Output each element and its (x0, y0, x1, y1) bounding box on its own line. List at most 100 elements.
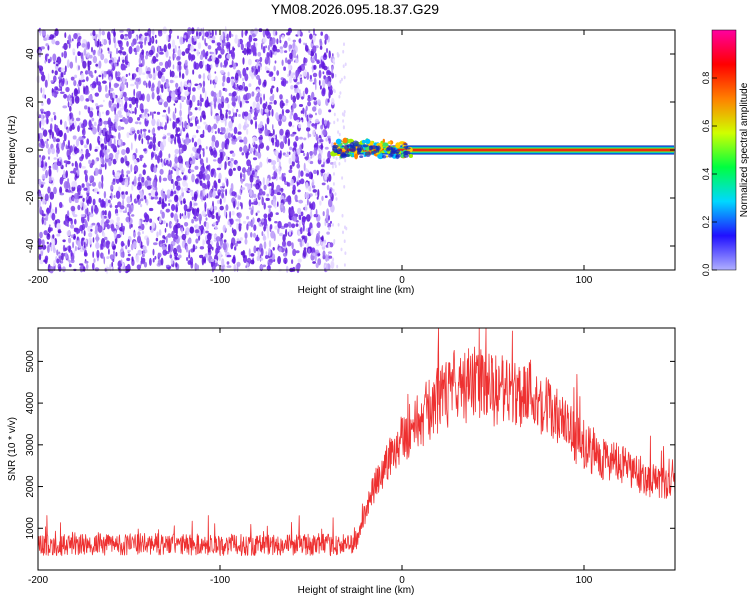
noise-speckle (205, 221, 210, 230)
noise-speckle (39, 154, 41, 158)
noise-speckle (196, 119, 199, 124)
noise-speckle (253, 232, 256, 238)
noise-speckle (231, 96, 236, 103)
noise-speckle (83, 48, 87, 56)
noise-speckle (78, 110, 81, 116)
noise-speckle (300, 110, 303, 114)
noise-speckle (234, 37, 239, 44)
noise-speckle (79, 201, 83, 208)
noise-speckle (257, 151, 262, 159)
noise-speckle (56, 233, 61, 237)
noise-speckle (309, 33, 313, 40)
noise-speckle (102, 99, 105, 103)
noise-speckle (283, 66, 286, 71)
noise-speckle (212, 185, 214, 192)
noise-speckle (169, 79, 174, 84)
noise-speckle (319, 200, 322, 206)
noise-speckle (97, 123, 100, 133)
noise-speckle (211, 29, 214, 38)
noise-speckle (175, 126, 178, 136)
noise-speckle (51, 147, 56, 155)
noise-speckle (47, 186, 51, 194)
noise-speckle (236, 222, 239, 231)
noise-speckle (101, 73, 104, 80)
noise-speckle (77, 204, 81, 211)
noise-speckle (276, 38, 279, 45)
noise-speckle (224, 100, 227, 104)
noise-speckle (92, 262, 95, 270)
noise-speckle (74, 245, 77, 252)
noise-speckle (45, 162, 48, 167)
noise-speckle (90, 228, 93, 232)
noise-speckle (261, 42, 263, 50)
noise-speckle (156, 121, 159, 127)
noise-speckle (204, 100, 208, 108)
noise-speckle (149, 218, 153, 223)
noise-speckle (200, 165, 206, 174)
noise-speckle (120, 90, 123, 99)
noise-speckle (259, 161, 263, 168)
noise-speckle (128, 206, 132, 215)
noise-speckle (312, 189, 317, 193)
noise-speckle (45, 213, 49, 222)
noise-speckle (186, 98, 191, 106)
noise-speckle (291, 189, 296, 195)
noise-speckle (304, 87, 309, 95)
noise-speckle (244, 86, 249, 92)
noise-speckle (229, 218, 234, 225)
noise-speckle (175, 204, 178, 212)
noise-speckle (186, 182, 188, 189)
noise-speckle (165, 113, 168, 121)
noise-speckle (70, 224, 74, 229)
noise-speckle (208, 72, 212, 81)
y-tick-label: 20 (25, 96, 36, 108)
noise-speckle (324, 33, 329, 41)
noise-speckle (159, 51, 164, 55)
noise-speckle (44, 193, 49, 202)
noise-speckle (265, 56, 268, 61)
noise-speckle (248, 58, 252, 66)
noise-speckle (140, 221, 143, 224)
noise-speckle (267, 104, 272, 111)
noise-speckle (304, 192, 310, 199)
noise-speckle (217, 127, 220, 134)
noise-speckle (332, 257, 335, 262)
noise-speckle (153, 67, 156, 74)
noise-speckle (172, 121, 177, 128)
noise-speckle (118, 40, 123, 48)
noise-speckle (318, 231, 321, 235)
noise-speckle (44, 140, 48, 144)
noise-speckle (87, 56, 90, 60)
noise-speckle (42, 120, 45, 126)
noise-speckle (181, 147, 184, 154)
noise-speckle (255, 171, 257, 178)
noise-speckle (303, 42, 305, 46)
noise-speckle (143, 162, 146, 167)
noise-speckle (195, 178, 199, 184)
noise-speckle (141, 176, 145, 183)
noise-speckle (207, 232, 212, 241)
noise-speckle (203, 121, 207, 125)
noise-speckle (159, 99, 164, 103)
noise-speckle (96, 81, 102, 86)
noise-speckle (109, 219, 115, 225)
noise-speckle (221, 141, 225, 150)
noise-speckle (273, 170, 278, 179)
noise-speckle (109, 81, 112, 89)
noise-speckle (184, 222, 189, 227)
noise-speckle (242, 250, 246, 259)
noise-speckle (109, 195, 112, 199)
noise-speckle (268, 57, 271, 66)
noise-speckle (214, 75, 218, 83)
noise-speckle (146, 175, 150, 181)
noise-speckle (83, 187, 88, 191)
noise-speckle (307, 170, 310, 174)
noise-speckle (199, 246, 205, 250)
noise-speckle (165, 49, 169, 58)
noise-speckle (57, 230, 62, 234)
noise-speckle (141, 93, 145, 102)
noise-speckle (276, 49, 281, 53)
noise-speckle (119, 30, 124, 33)
noise-speckle (198, 74, 202, 79)
noise-speckle (205, 174, 211, 181)
